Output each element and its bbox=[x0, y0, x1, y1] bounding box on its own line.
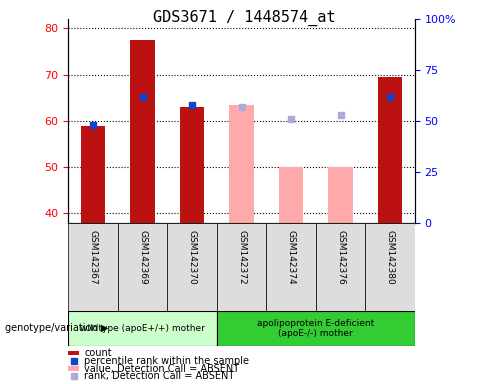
Bar bbox=[68, 311, 217, 346]
Bar bbox=[328, 167, 353, 223]
Text: GDS3671 / 1448574_at: GDS3671 / 1448574_at bbox=[153, 10, 335, 26]
Bar bbox=[180, 107, 204, 223]
Bar bbox=[167, 223, 217, 315]
Bar bbox=[279, 167, 304, 223]
Text: rank, Detection Call = ABSENT: rank, Detection Call = ABSENT bbox=[84, 371, 235, 381]
Bar bbox=[118, 223, 167, 315]
Bar bbox=[81, 126, 105, 223]
Text: GSM142376: GSM142376 bbox=[336, 230, 345, 285]
Bar bbox=[217, 311, 415, 346]
Bar bbox=[68, 223, 118, 315]
Bar bbox=[217, 223, 266, 315]
Text: GSM142370: GSM142370 bbox=[187, 230, 197, 285]
Text: count: count bbox=[84, 348, 112, 358]
Bar bbox=[68, 351, 80, 356]
Text: GSM142374: GSM142374 bbox=[286, 230, 296, 285]
Bar bbox=[366, 223, 415, 315]
Bar bbox=[316, 223, 366, 315]
Text: apolipoprotein E-deficient
(apoE-/-) mother: apolipoprotein E-deficient (apoE-/-) mot… bbox=[257, 319, 374, 338]
Text: GSM142367: GSM142367 bbox=[88, 230, 98, 285]
Text: GSM142369: GSM142369 bbox=[138, 230, 147, 285]
Text: genotype/variation ▶: genotype/variation ▶ bbox=[5, 323, 108, 333]
Bar bbox=[378, 77, 403, 223]
Bar bbox=[266, 223, 316, 315]
Text: value, Detection Call = ABSENT: value, Detection Call = ABSENT bbox=[84, 364, 240, 374]
Text: percentile rank within the sample: percentile rank within the sample bbox=[84, 356, 249, 366]
Bar bbox=[130, 40, 155, 223]
Bar bbox=[68, 366, 80, 371]
Text: wildtype (apoE+/+) mother: wildtype (apoE+/+) mother bbox=[80, 324, 205, 333]
Text: GSM142380: GSM142380 bbox=[386, 230, 395, 285]
Bar bbox=[229, 105, 254, 223]
Text: GSM142372: GSM142372 bbox=[237, 230, 246, 285]
